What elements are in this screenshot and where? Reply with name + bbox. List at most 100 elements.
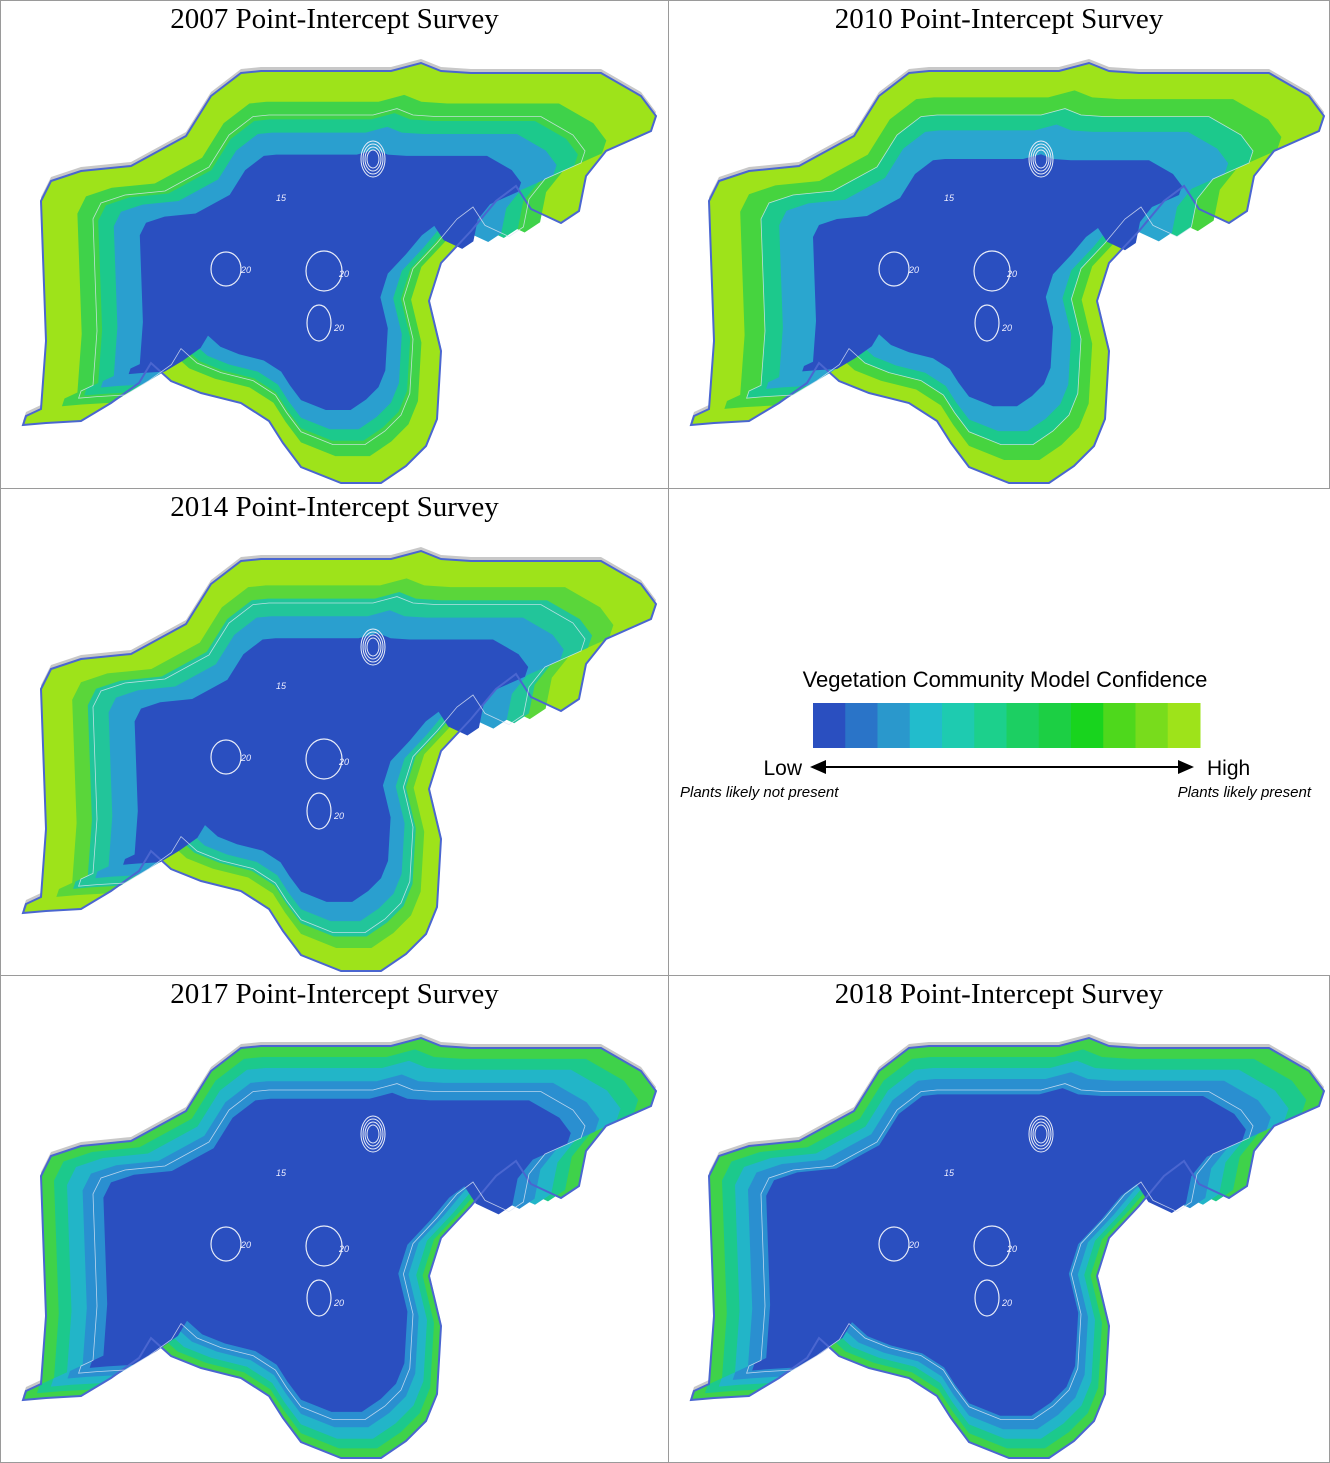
contour-label: 15: [944, 1168, 955, 1178]
legend-swatch: [1167, 703, 1201, 748]
lake-outline: [21, 61, 658, 484]
contour-line: [1030, 1118, 1052, 1150]
panel-title: 2018 Point-Intercept Survey: [834, 978, 1164, 1010]
contour-label: 15: [944, 193, 955, 203]
lake-outline: [689, 1036, 1326, 1459]
legend-title: Vegetation Community Model Confidence: [803, 667, 1208, 692]
contour-line: [1030, 143, 1052, 175]
lake-outline: [21, 549, 658, 972]
contour-line: [210, 739, 242, 775]
contour-line: [78, 596, 586, 934]
contour-line: [78, 1083, 586, 1421]
contour-line: [1028, 1115, 1054, 1153]
confidence-zone: [128, 149, 522, 411]
contour-label: 20: [333, 811, 344, 821]
contour-label: 20: [1001, 1298, 1012, 1308]
contour-line: [362, 1118, 384, 1150]
contour-line: [973, 250, 1011, 292]
legend-swatch: [845, 703, 878, 748]
contour-label: 20: [1001, 323, 1012, 333]
contour-line: [360, 140, 386, 178]
legend-swatch: [1071, 703, 1104, 748]
lake-map: 15 20 20 20: [21, 59, 658, 484]
map-panel: 2017 Point-Intercept Survey 15 20 20 20: [0, 975, 669, 1463]
legend-high-note: Plants likely present: [1178, 784, 1312, 801]
contour-label: 20: [338, 757, 349, 767]
map-panel: 2010 Point-Intercept Survey 15 20 20 20: [668, 0, 1330, 489]
confidence-zone: [89, 1092, 571, 1412]
contour-line: [974, 1279, 1000, 1317]
contour-line: [1034, 149, 1048, 169]
contour-label: 20: [333, 323, 344, 333]
contour-label: 20: [240, 753, 251, 763]
contour-label: 15: [276, 681, 287, 691]
contour-line: [1032, 1121, 1050, 1147]
arrow-head: [1178, 760, 1194, 774]
contour-line: [305, 1225, 343, 1267]
contour-line: [210, 1226, 242, 1262]
contour-line: [746, 1083, 1254, 1421]
contour-line: [362, 631, 384, 663]
contour-label: 20: [240, 1240, 251, 1250]
legend-swatch: [1135, 703, 1169, 748]
contour-line: [78, 108, 586, 446]
confidence-zone: [752, 1088, 1246, 1416]
contour-line: [210, 251, 242, 287]
panel-title: 2010 Point-Intercept Survey: [834, 3, 1164, 35]
legend-swatch: [1006, 703, 1040, 748]
lake-map: 15 20 20 20: [689, 1034, 1326, 1459]
contour-label: 20: [338, 269, 349, 279]
map-panel: 2018 Point-Intercept Survey 15 20 20 20: [668, 975, 1330, 1463]
contour-label: 15: [276, 1168, 287, 1178]
contour-line: [878, 251, 910, 287]
confidence-zone: [802, 154, 1182, 407]
lake-outline: [689, 61, 1326, 484]
legend-swatch: [974, 703, 1007, 748]
contour-label: 20: [333, 1298, 344, 1308]
contour-line: [305, 250, 343, 292]
contour-line: [1032, 146, 1050, 172]
contour-label: 20: [1006, 1244, 1017, 1254]
legend-swatch: [909, 703, 943, 748]
legend: Vegetation Community Model Confidence Low…: [680, 667, 1312, 801]
contour-line: [1034, 1124, 1048, 1144]
contour-line: [364, 634, 382, 660]
legend-high: High: [1207, 757, 1250, 780]
lake-map: 15 20 20 20: [21, 547, 658, 972]
contour-line: [305, 738, 343, 780]
contour-line: [878, 1226, 910, 1262]
contour-line: [973, 1225, 1011, 1267]
legend-swatch: [877, 703, 911, 748]
confidence-zone: [123, 633, 529, 902]
legend-swatch: [1103, 703, 1136, 748]
legend-swatch: [942, 703, 975, 748]
contour-line: [746, 108, 1254, 446]
contour-line: [306, 1279, 332, 1317]
contour-line: [360, 628, 386, 666]
legend-swatch: [1038, 703, 1072, 748]
map-panel: 2007 Point-Intercept Survey 15 20 20 20: [0, 0, 669, 489]
map-panel: 2014 Point-Intercept Survey 15 20 20 20: [0, 488, 669, 976]
legend-swatch: [813, 703, 846, 748]
contour-label: 20: [338, 1244, 349, 1254]
lake-map: 15 20 20 20: [21, 1034, 658, 1459]
arrow-head: [810, 760, 826, 774]
contour-line: [366, 1124, 380, 1144]
panel-title: 2014 Point-Intercept Survey: [170, 491, 499, 523]
contour-label: 20: [1006, 269, 1017, 279]
contour-line: [364, 146, 382, 172]
panel-title: 2017 Point-Intercept Survey: [170, 978, 499, 1010]
contour-line: [366, 637, 380, 657]
contour-label: 20: [908, 265, 919, 275]
contour-line: [364, 1121, 382, 1147]
contour-line: [974, 304, 1000, 342]
lake-map: 15 20 20 20: [689, 59, 1326, 484]
lake-outline: [21, 1036, 658, 1459]
contour-line: [1028, 140, 1054, 178]
legend-low: Low: [763, 757, 802, 780]
contour-label: 20: [240, 265, 251, 275]
panel-title: 2007 Point-Intercept Survey: [170, 3, 499, 35]
contour-line: [360, 1115, 386, 1153]
contour-line: [366, 149, 380, 169]
